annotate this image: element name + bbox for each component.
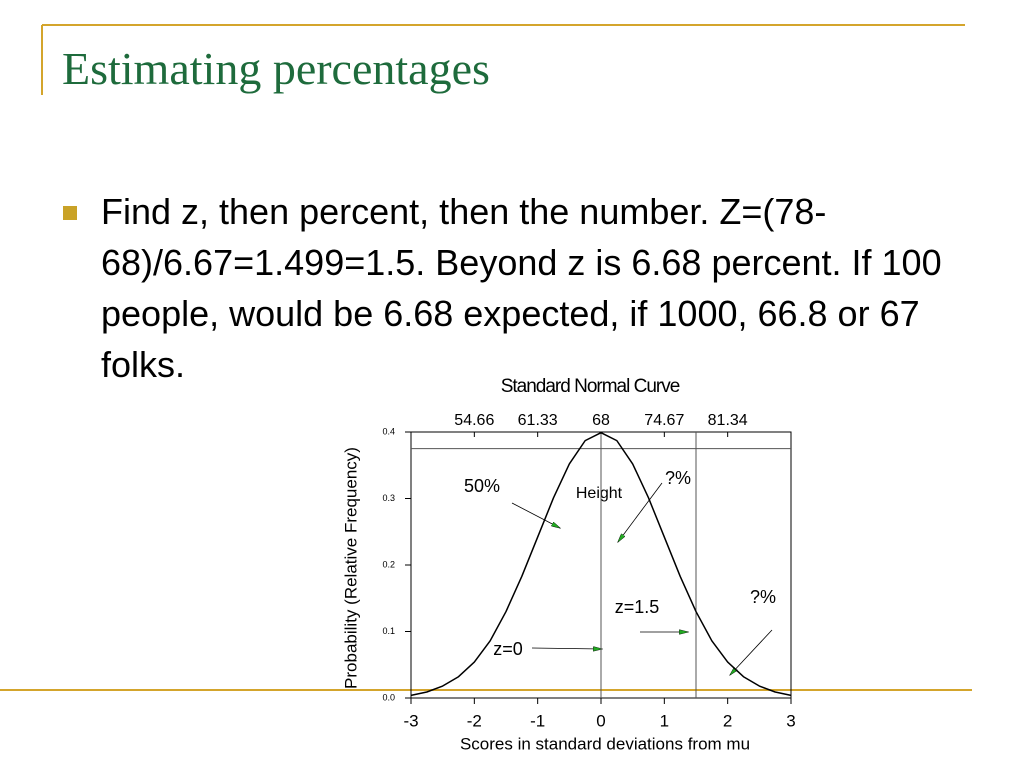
bullet-text: Find z, then percent, then the number. Z… xyxy=(101,191,942,385)
y-tick-label: 0.2 xyxy=(382,559,395,569)
y-axis-label: Probability (Relative Frequency) xyxy=(341,447,360,689)
arrow xyxy=(730,629,773,675)
y-tick-label: 0.0 xyxy=(382,692,395,702)
annotation: ?% xyxy=(750,587,776,607)
annotation: 50% xyxy=(464,476,500,496)
annotations: 50% Height ?% ?% z=1.5 z=0 xyxy=(464,468,776,659)
x-tick-label: 1 xyxy=(660,711,669,730)
y-tick-label: 0.4 xyxy=(382,426,395,436)
arrows xyxy=(511,482,773,675)
x-tick-label: -3 xyxy=(403,711,418,730)
x-tick-label: -2 xyxy=(467,711,482,730)
bullet-marker xyxy=(63,206,77,220)
curve xyxy=(410,431,792,697)
y-tick-label: 0.1 xyxy=(382,626,395,636)
chart-title: Standard Normal Curve xyxy=(501,376,680,397)
arrow xyxy=(618,482,663,542)
slide-title: Estimating percentages xyxy=(62,43,490,94)
annotation: z=1.5 xyxy=(615,597,660,617)
x-tick-label: 2 xyxy=(723,711,732,730)
top-tick-label: 81.34 xyxy=(708,412,748,429)
top-tick-label: 61.33 xyxy=(518,412,558,429)
arrow xyxy=(531,648,602,649)
top-tick-label: 54.66 xyxy=(454,412,494,429)
top-tick-label: 74.67 xyxy=(644,412,684,429)
arrow xyxy=(511,502,560,528)
top-tick-label: 68 xyxy=(592,412,610,429)
x-tick-label: 0 xyxy=(596,711,605,730)
y-tick-label: 0.3 xyxy=(382,493,395,503)
annotation: Height xyxy=(576,485,623,502)
annotation: z=0 xyxy=(493,639,523,659)
x-axis-label: Scores in standard deviations from mu xyxy=(460,734,750,753)
x-tick-label: 3 xyxy=(786,711,795,730)
annotation: ?% xyxy=(665,468,691,488)
x-tick-label: -1 xyxy=(530,711,545,730)
